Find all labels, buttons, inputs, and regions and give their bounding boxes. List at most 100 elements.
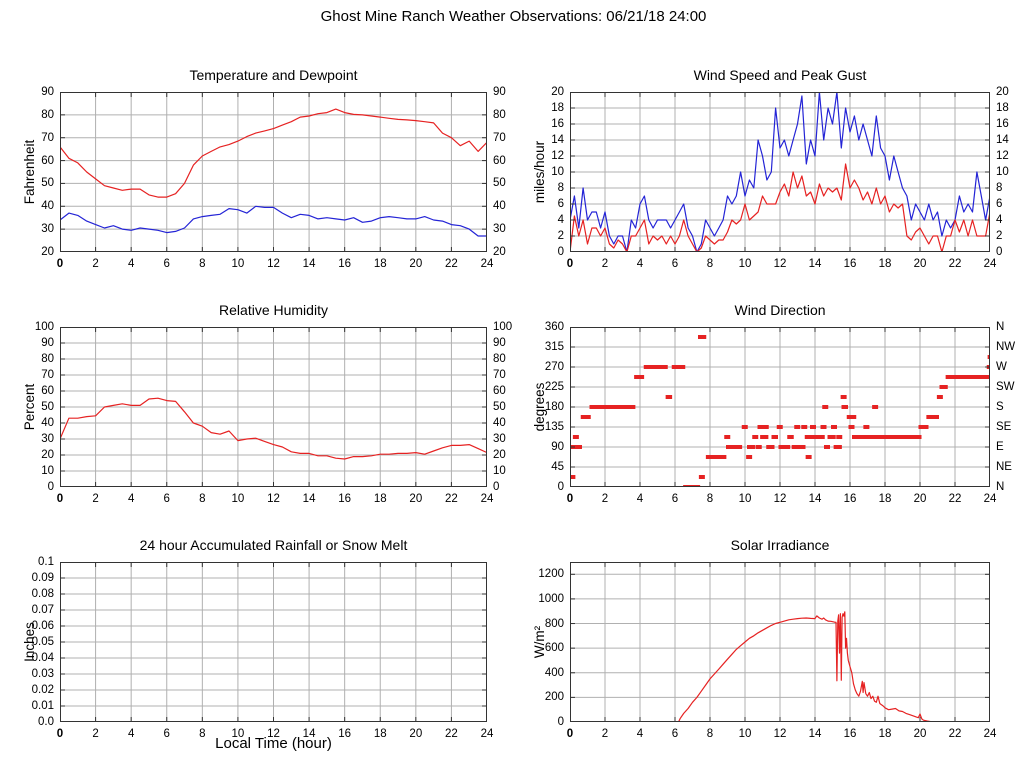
x-tick-label: 2 [601,728,609,740]
y-tick-label: 0 [47,481,54,493]
y2-tick-label: N [996,481,1005,493]
y-tick-label: 20 [41,449,54,461]
y2-tick-label: 80 [493,108,506,121]
x-axis-label-local-time: Local Time (hour) [215,735,332,752]
y-tick-label: 0.0 [38,716,54,728]
x-tick-label: 18 [878,728,892,740]
y-tick-label: 90 [551,441,564,453]
y-tick-label: 0.04 [31,652,54,664]
y2-tick-label: 80 [493,353,506,365]
x-tick-label: 10 [231,493,245,505]
x-tick-label: 16 [338,728,352,740]
x-tick-label: 12 [267,258,280,270]
x-tick-label: 14 [302,493,316,505]
y-tick-label: 50 [41,177,54,190]
y2-tick-label: 2 [996,230,1003,242]
x-tick-label: 6 [671,258,679,270]
x-tick-label: 22 [445,258,458,270]
y-tick-label: 800 [544,617,564,630]
y2-tick-label: 20 [996,86,1009,98]
x-tick-label: 2 [92,258,99,270]
chart-title-solar: Solar Irradiance [730,537,830,553]
x-tick-label: 14 [302,258,316,270]
x-tick-label: 20 [409,728,423,740]
y-tick-label: 10 [41,465,54,477]
x-tick-label: 6 [163,493,170,505]
y-tick-label: 60 [41,154,54,167]
rainfall-plot [60,562,487,722]
x-tick-label: 6 [671,493,679,505]
y2-tick-label: 40 [493,200,506,213]
y2-tick-label: 16 [996,118,1009,130]
chart-title-wind-speed: Wind Speed and Peak Gust [693,67,867,83]
y2-tick-label: SW [996,381,1015,393]
x-tick-label: 4 [127,728,135,740]
x-tick-label: 24 [480,728,494,740]
y2-tick-label: 50 [493,401,506,413]
relative-humidity-plot [60,327,487,487]
page-title: Ghost Mine Ranch Weather Observations: 0… [320,8,707,25]
y2-tick-label: 10 [493,465,506,477]
x-tick-label: 14 [808,258,822,270]
x-tick-label: 22 [948,493,962,505]
x-tick-label: 22 [445,728,458,740]
x-tick-label: 22 [948,728,962,740]
x-tick-label: 4 [636,493,644,505]
y-tick-label: 20 [41,246,54,258]
y2-tick-label: 20 [493,246,506,258]
x-tick-label: 22 [445,493,458,505]
x-tick-label: 4 [636,728,644,740]
y-tick-label: 18 [551,102,564,114]
x-tick-label: 18 [373,258,387,270]
x-tick-label: 4 [636,258,644,270]
y-tick-label: 6 [557,198,564,210]
x-tick-label: 8 [706,493,714,505]
y2-tick-label: 8 [996,182,1003,194]
x-tick-label: 16 [338,493,352,505]
y-tick-label: 14 [551,134,564,146]
x-tick-label: 0 [566,258,574,270]
y-tick-label: 0.01 [31,700,54,712]
x-tick-label: 24 [480,493,494,505]
y2-tick-label: 4 [996,214,1003,226]
y-tick-label: 70 [41,131,54,144]
y-tick-label: 100 [34,321,54,333]
x-tick-label: 8 [199,258,206,270]
solar-irradiance-plot [570,562,990,722]
y-tick-label: 10 [551,166,564,178]
y2-tick-label: 30 [493,433,506,445]
x-tick-label: 24 [983,728,997,740]
y-tick-label: 0.07 [31,604,54,616]
x-tick-label: 18 [878,258,892,270]
y-tick-label: 225 [544,381,564,393]
x-tick-label: 12 [773,728,787,740]
temperature-dewpoint-plot [60,92,487,252]
x-tick-label: 20 [409,258,423,270]
x-tick-label: 20 [913,728,927,740]
wind-direction-plot [570,327,990,487]
y-tick-label: 270 [544,361,564,373]
x-tick-label: 4 [127,258,135,270]
y-tick-label: 16 [551,118,564,130]
x-tick-label: 8 [706,728,714,740]
x-tick-label: 16 [843,258,857,270]
x-tick-label: 22 [948,258,962,270]
y-tick-label: 4 [557,214,564,226]
y2-tick-label: SE [996,421,1012,433]
y-tick-label: 30 [41,433,54,445]
y2-tick-label: 60 [493,154,506,167]
x-tick-label: 8 [199,728,206,740]
y2-tick-label: NE [996,461,1012,473]
y2-tick-label: W [996,361,1007,373]
x-tick-label: 24 [983,493,997,505]
y-tick-label: 0.03 [31,668,54,680]
y2-tick-label: 20 [493,449,506,461]
x-tick-label: 10 [738,493,752,505]
y-tick-label: 80 [41,108,54,121]
y2-tick-label: 30 [493,223,506,236]
x-tick-label: 12 [267,728,280,740]
y-tick-label: 0 [557,481,564,493]
wind-speed-gust-plot [570,92,990,252]
x-tick-label: 16 [338,258,352,270]
y-tick-label: 30 [41,223,54,236]
